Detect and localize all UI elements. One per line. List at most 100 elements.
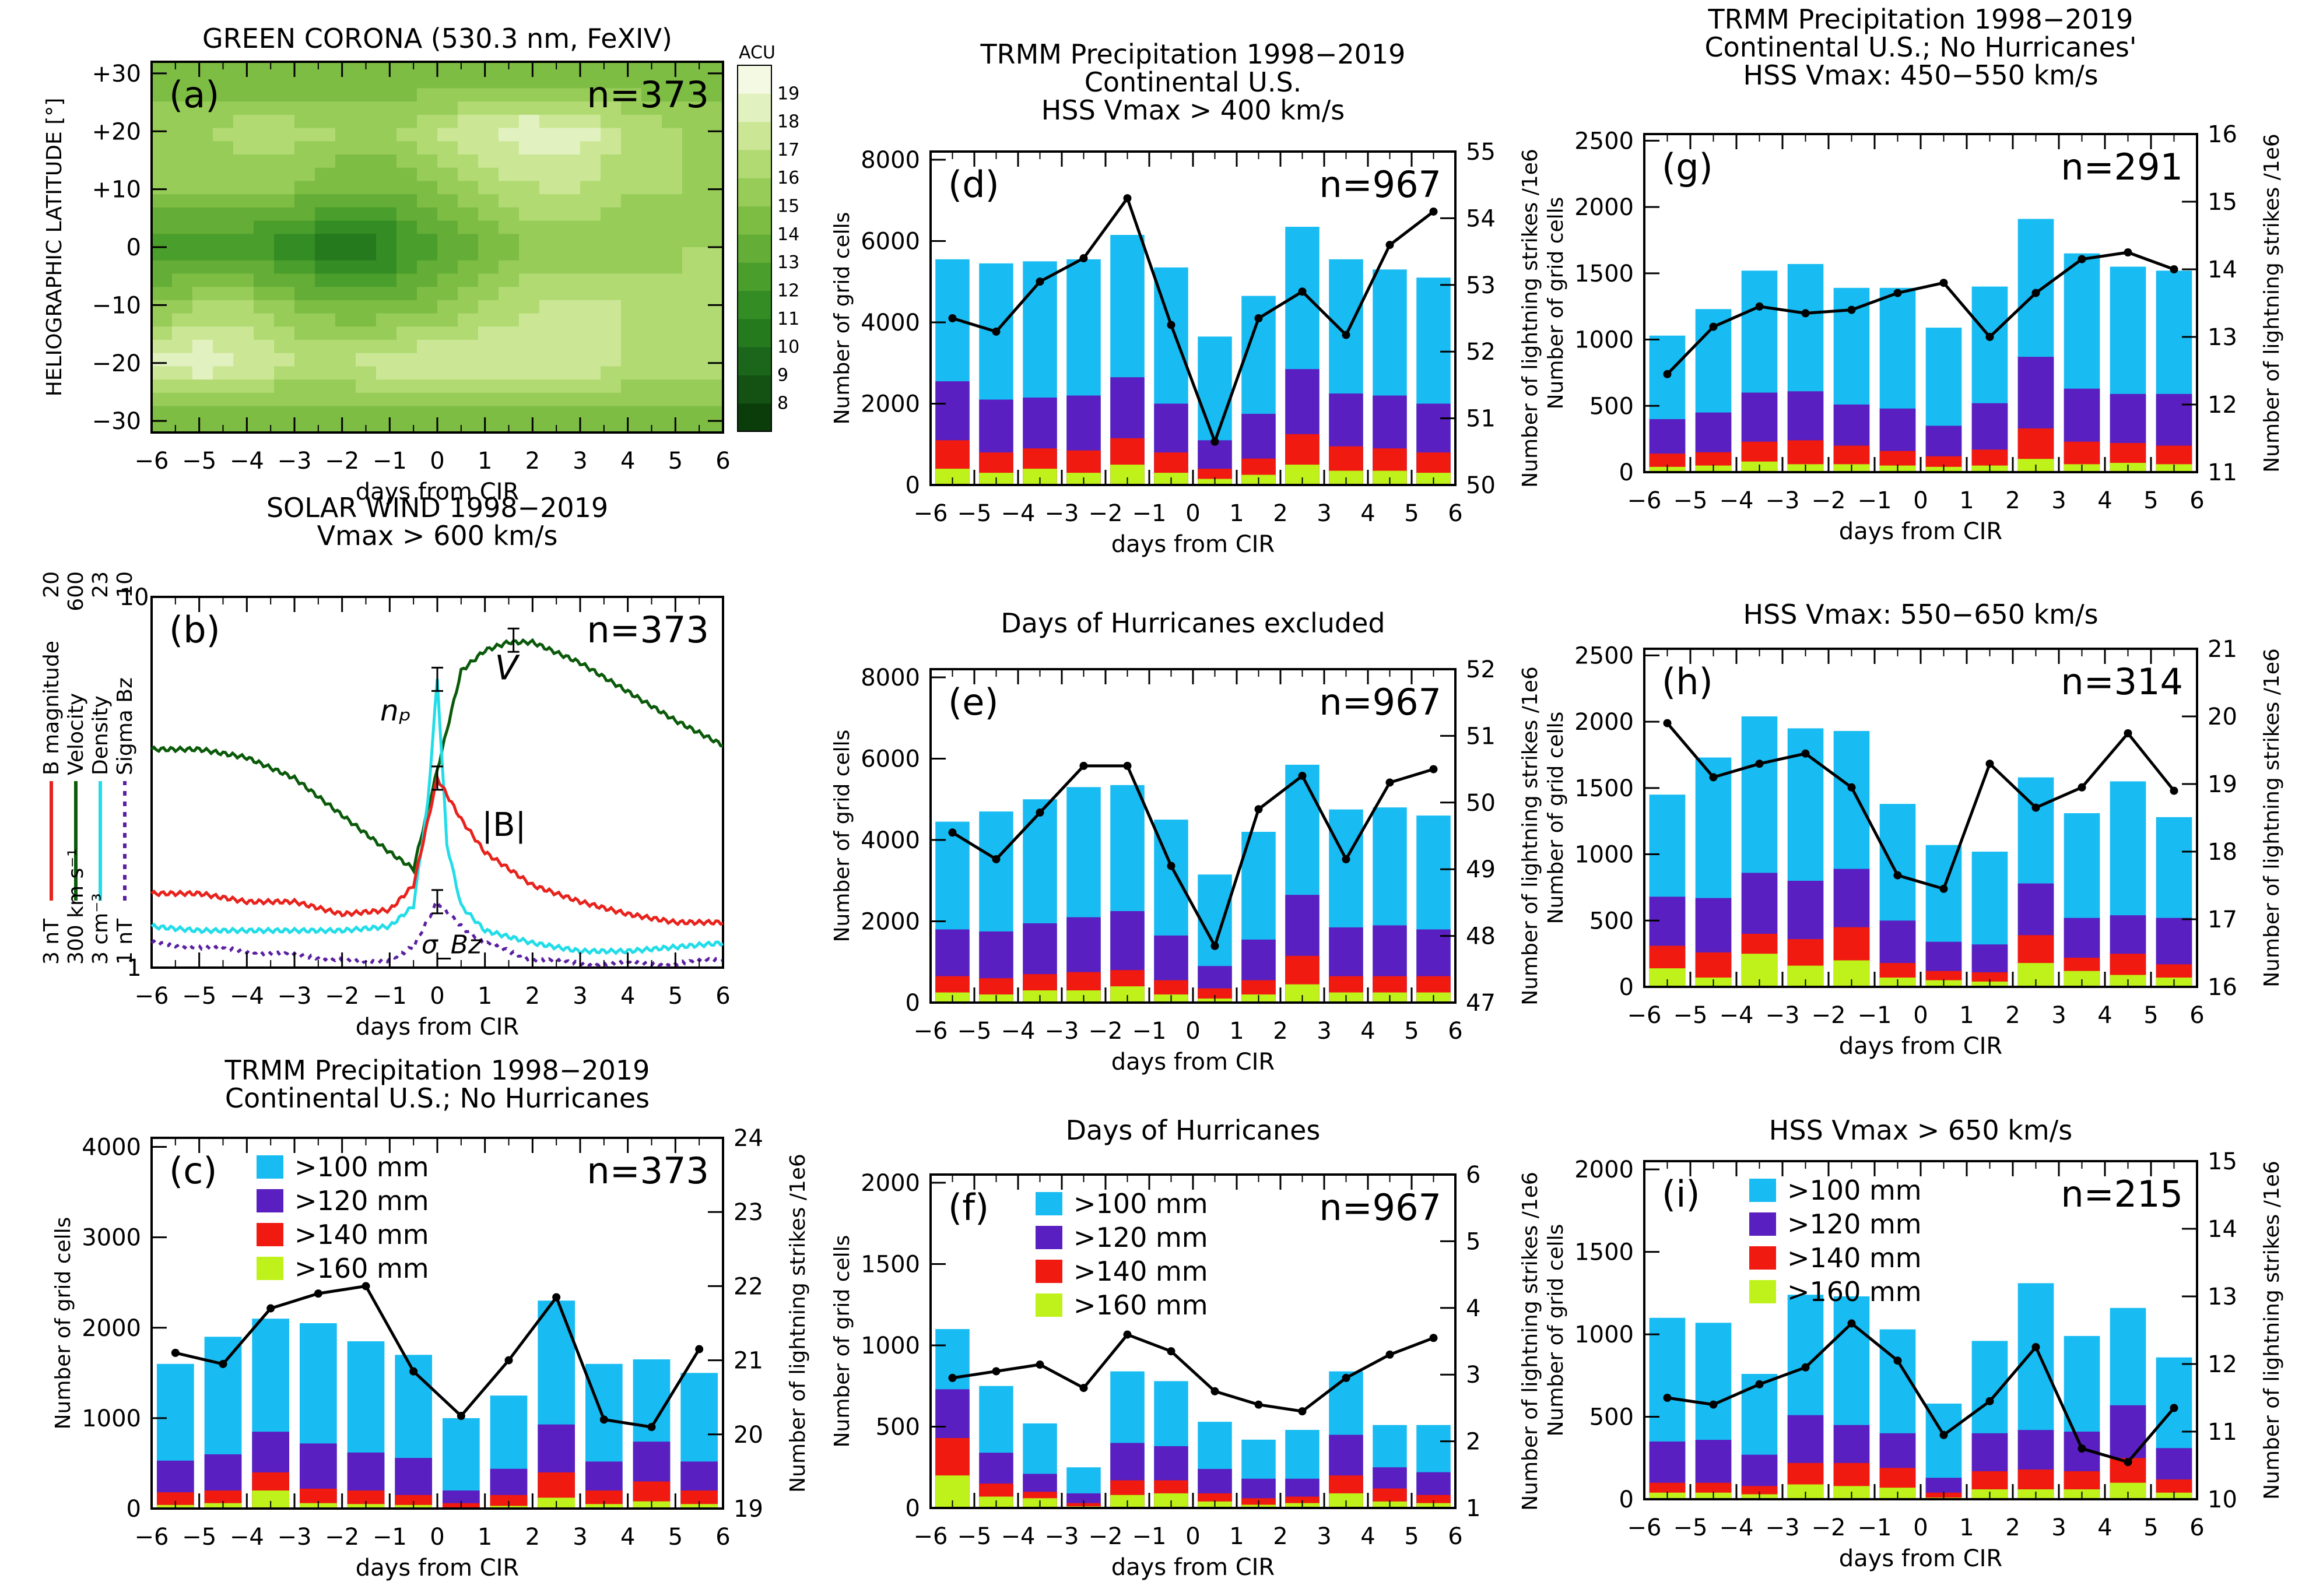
panel-label: (c) [169, 1149, 217, 1192]
heatmap-cell [580, 273, 601, 287]
heatmap-cell [233, 326, 254, 340]
heatmap-cell [539, 75, 560, 89]
x-tick-label: −1 [1132, 500, 1167, 527]
heatmap-cell [703, 287, 724, 301]
heatmap-cell [621, 366, 642, 380]
heatmap-cell [458, 181, 479, 195]
heatmap-cell [458, 287, 479, 301]
heatmap-cell [621, 101, 642, 115]
heatmap-cell [396, 75, 417, 89]
heatmap-cell [396, 353, 417, 367]
axis-scale-high: 600 [64, 571, 88, 611]
y2-tick-label: 21 [2208, 636, 2237, 663]
x-tick-label: 2 [2005, 1002, 2020, 1029]
heatmap-cell [519, 247, 540, 261]
heatmap-cell [356, 260, 377, 275]
x-tick-label: −2 [1812, 487, 1846, 514]
y2-tick-label: 24 [734, 1125, 763, 1152]
heatmap-cell [152, 419, 173, 433]
heatmap-cell [703, 247, 724, 261]
heatmap-cell [519, 88, 540, 102]
heatmap-cell [192, 181, 213, 195]
heatmap-cell [458, 75, 479, 89]
heatmap-cell [152, 273, 173, 287]
x-tick-label: 3 [1317, 1018, 1331, 1045]
heatmap-cell [192, 392, 213, 407]
heatmap-cell [356, 154, 377, 168]
heatmap-cell [274, 392, 295, 407]
heatmap-cell [682, 326, 703, 340]
heatmap-cell [335, 234, 356, 248]
heatmap-cell [233, 234, 254, 248]
heatmap-cell [254, 167, 275, 182]
lightning-point [1298, 1407, 1307, 1416]
heatmap-cell [437, 340, 458, 354]
heatmap-cell [560, 392, 581, 407]
x-tick-label: −5 [1673, 1514, 1708, 1541]
chart-subtitle: Continental U.S.; No Hurricanes' [1705, 31, 2137, 63]
heatmap-cell [356, 340, 377, 354]
y-tick-label: 2000 [861, 391, 920, 417]
heatmap-cell [641, 128, 662, 142]
heatmap-cell [294, 128, 315, 142]
chart-subtitle: HSS Vmax: 450−550 km/s [1743, 59, 2098, 91]
heatmap-cell [580, 234, 601, 248]
heatmap-cell [621, 419, 642, 433]
heatmap-cell [703, 406, 724, 420]
lightning-line [952, 195, 1435, 446]
heatmap-cell [499, 340, 520, 354]
heatmap-cell [437, 287, 458, 301]
colorbar-level: 11 [777, 309, 799, 329]
heatmap-cell [172, 167, 193, 182]
heatmap-cell [254, 353, 275, 367]
heatmap-cell [152, 234, 173, 248]
heatmap-cell [580, 366, 601, 380]
heatmap-cell [376, 406, 397, 420]
legend-swatch [257, 1223, 283, 1246]
colorbar-swatch [738, 121, 771, 150]
x-tick-label: −2 [1089, 1523, 1123, 1550]
heatmap-cell [396, 247, 417, 261]
heatmap-cell [580, 154, 601, 168]
plot-bg [1644, 1161, 2197, 1499]
colorbar-swatch [738, 93, 771, 122]
heatmap-cell [478, 260, 499, 275]
heatmap-cell [458, 88, 479, 102]
lightning-point [1893, 871, 1902, 880]
heatmap-cell [539, 88, 560, 102]
heatmap-cell [458, 128, 479, 142]
series-label-v: V [495, 648, 521, 687]
heatmap-cell [519, 167, 540, 182]
heatmap-cell [172, 353, 193, 367]
heatmap-cell [641, 287, 662, 301]
heatmap-cell [601, 260, 622, 275]
heatmap-cell [539, 406, 560, 420]
heatmap-cell [294, 340, 315, 354]
heatmap-cell [396, 287, 417, 301]
y2-tick-label: 22 [734, 1273, 763, 1300]
heatmap-cell [641, 353, 662, 367]
colorbar-frame [737, 65, 772, 432]
heatmap-cell [152, 379, 173, 393]
heatmap-cell [254, 340, 275, 354]
heatmap-cell [601, 167, 622, 182]
heatmap-cell [213, 326, 234, 340]
heatmap-cell [601, 353, 622, 367]
heatmap-cell [233, 181, 254, 195]
heatmap-cell [192, 234, 213, 248]
x-tick-label: −1 [1132, 1018, 1167, 1045]
heatmap-cell [580, 313, 601, 327]
heatmap-cell [601, 300, 622, 314]
heatmap-cell [274, 300, 295, 314]
heatmap-cell [396, 220, 417, 234]
heatmap-cell [376, 392, 397, 407]
heatmap-cell [499, 181, 520, 195]
heatmap-cell [294, 88, 315, 102]
heatmap-cell [601, 207, 622, 222]
y-tick-label: +20 [92, 118, 141, 145]
heatmap-cell [437, 141, 458, 155]
heatmap-cell [233, 340, 254, 354]
lightning-point [1036, 277, 1044, 286]
